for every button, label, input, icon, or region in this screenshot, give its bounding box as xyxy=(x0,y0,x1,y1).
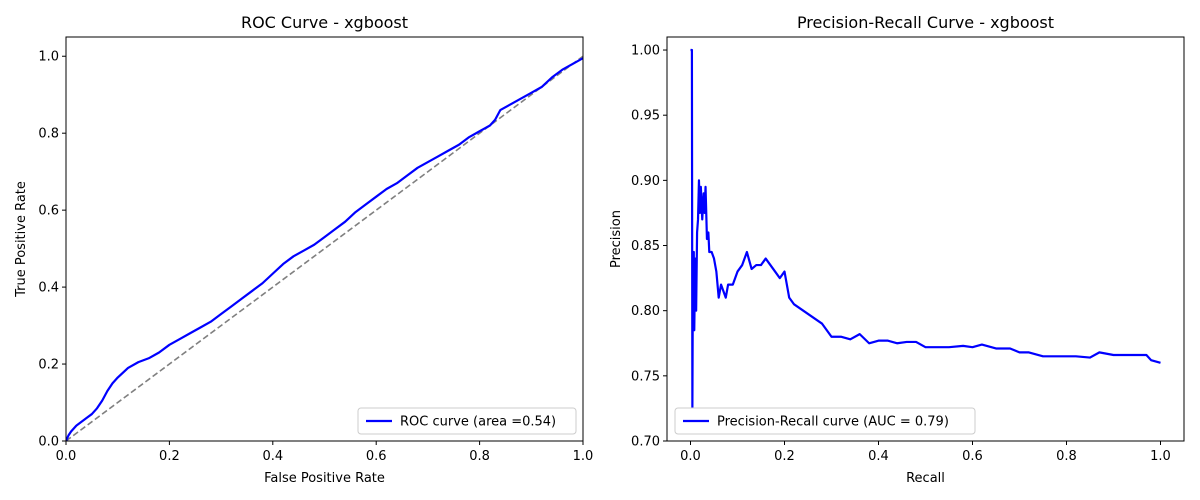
y-tick-label: 0.85 xyxy=(631,239,660,254)
chart-title: Precision-Recall Curve - xgboost xyxy=(797,13,1054,32)
x-tick-label: 0.0 xyxy=(680,449,701,464)
y-axis-label: Precision xyxy=(609,210,624,268)
x-tick-label: 0.4 xyxy=(868,449,889,464)
y-tick-label: 1.00 xyxy=(631,44,660,59)
series-line-1 xyxy=(690,48,1161,410)
chart-2: Precision-Recall Curve - xgboost 0.0 0.2 0.… xyxy=(609,13,1185,486)
x-tick-label: 0.2 xyxy=(159,449,180,464)
plot-frame xyxy=(666,36,1185,442)
y-tick-label: 0.70 xyxy=(631,435,660,450)
series-group xyxy=(690,48,1161,410)
chart-1: ROC Curve - xgboost 0.0 0.2 0.4 0.6 0.8 1.0 0.0… xyxy=(14,13,593,486)
series-line-1 xyxy=(66,57,583,441)
series-group xyxy=(66,55,583,441)
y-tick-label: 1.0 xyxy=(38,50,59,65)
x-tick-label: 1.0 xyxy=(1150,449,1171,464)
y-tick-label: 0.0 xyxy=(38,435,59,450)
legend-label: ROC curve (area =0.54) xyxy=(400,415,556,430)
y-tick-label: 0.6 xyxy=(38,204,59,219)
legend-label: Precision-Recall curve (AUC = 0.79) xyxy=(717,415,949,430)
x-tick-label: 0.8 xyxy=(469,449,490,464)
chart-title: ROC Curve - xgboost xyxy=(241,13,408,32)
legend: ROC curve (area =0.54) xyxy=(357,407,577,435)
y-tick-label: 0.2 xyxy=(38,358,59,373)
x-tick-label: 0.0 xyxy=(56,449,77,464)
x-tick-label: 0.2 xyxy=(774,449,795,464)
y-tick-label: 0.95 xyxy=(631,109,660,124)
y-axis-label: True Positive Rate xyxy=(14,181,29,298)
x-tick-label: 1.0 xyxy=(573,449,594,464)
y-tick-label: 0.80 xyxy=(631,304,660,319)
x-axis-label: False Positive Rate xyxy=(264,471,385,486)
diagonal-reference-line xyxy=(66,55,583,441)
legend-box xyxy=(674,407,976,435)
x-tick-label: 0.8 xyxy=(1056,449,1077,464)
y-tick-label: 0.75 xyxy=(631,369,660,384)
x-axis-label: Recall xyxy=(906,471,945,486)
x-tick-label: 0.4 xyxy=(262,449,283,464)
x-tick-label: 0.6 xyxy=(962,449,983,464)
x-tick-label: 0.6 xyxy=(366,449,387,464)
y-tick-label: 0.4 xyxy=(38,281,59,296)
y-tick-label: 0.90 xyxy=(631,174,660,189)
y-tick-label: 0.8 xyxy=(38,127,59,142)
plot-frame xyxy=(65,36,584,442)
legend: Precision-Recall curve (AUC = 0.79) xyxy=(674,407,976,435)
legend-box xyxy=(357,407,577,435)
